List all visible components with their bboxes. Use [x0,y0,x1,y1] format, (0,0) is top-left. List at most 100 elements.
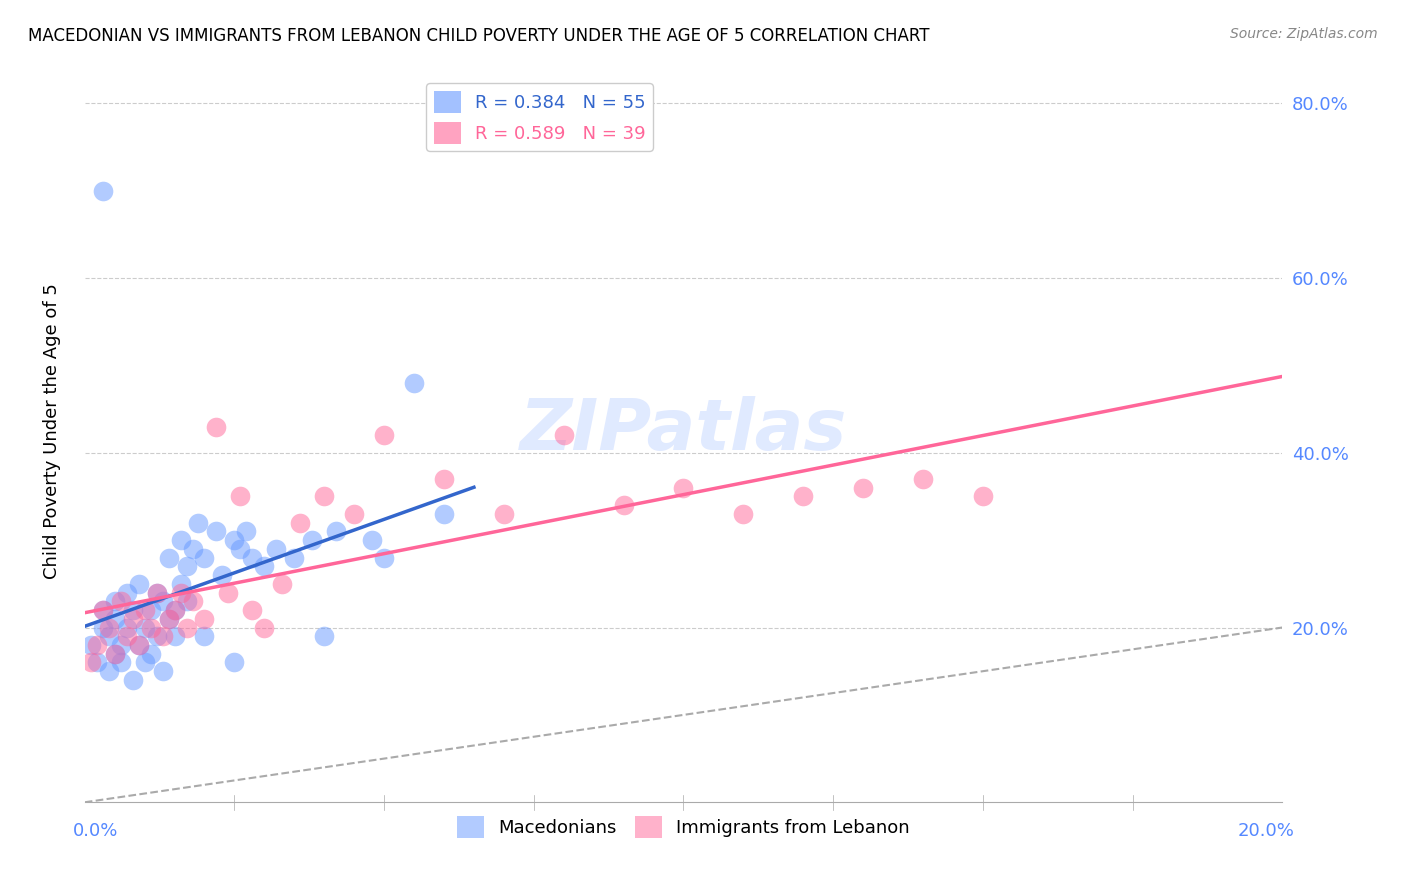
Point [314,629,336,643]
Point [157,612,180,626]
Point [181,541,204,556]
Point [152,629,174,643]
Text: ZIPatlas: ZIPatlas [520,396,848,466]
Point [224,533,246,548]
Point [91,621,114,635]
Point [242,603,264,617]
Point [169,533,191,548]
Point [128,638,150,652]
Point [911,472,934,486]
Point [134,603,156,617]
Point [115,629,138,643]
Point [121,673,143,687]
Point [283,550,305,565]
Point [229,490,252,504]
Point [115,585,138,599]
Point [145,585,167,599]
Point [314,490,336,504]
Point [266,541,288,556]
Point [205,419,228,434]
Point [193,629,215,643]
Point [492,507,515,521]
Point [176,621,198,635]
Text: 20.0%: 20.0% [1237,822,1294,839]
Point [373,550,395,565]
Point [271,577,294,591]
Point [235,524,257,539]
Point [169,585,191,599]
Point [290,516,312,530]
Point [110,594,132,608]
Point [97,621,120,635]
Point [672,481,695,495]
Point [104,612,127,626]
Point [402,376,425,390]
Point [613,498,636,512]
Point [128,577,150,591]
Point [181,594,204,608]
Point [433,507,456,521]
Point [193,550,215,565]
Point [373,428,395,442]
Point [104,647,127,661]
Point [301,533,323,548]
Point [343,507,366,521]
Text: Source: ZipAtlas.com: Source: ZipAtlas.com [1230,27,1378,41]
Point [80,656,103,670]
Point [152,594,174,608]
Point [110,638,132,652]
Point [145,629,167,643]
Point [139,647,162,661]
Point [229,541,252,556]
Point [733,507,755,521]
Point [121,603,143,617]
Point [110,656,132,670]
Point [104,594,127,608]
Point [792,490,814,504]
Point [163,629,186,643]
Point [193,612,215,626]
Point [134,656,156,670]
Point [242,550,264,565]
Point [163,603,186,617]
Point [205,524,228,539]
Point [139,603,162,617]
Point [145,585,167,599]
Point [91,184,114,198]
Point [553,428,575,442]
Text: MACEDONIAN VS IMMIGRANTS FROM LEBANON CHILD POVERTY UNDER THE AGE OF 5 CORRELATI: MACEDONIAN VS IMMIGRANTS FROM LEBANON CH… [28,27,929,45]
Point [104,647,127,661]
Point [211,568,233,582]
Point [157,550,180,565]
Point [253,621,276,635]
Point [86,656,108,670]
Point [91,603,114,617]
Point [134,621,156,635]
Point [97,629,120,643]
Point [169,577,191,591]
Point [86,638,108,652]
Point [152,664,174,678]
Point [325,524,347,539]
Point [176,559,198,574]
Point [224,656,246,670]
Point [187,516,209,530]
Point [91,603,114,617]
Text: 0.0%: 0.0% [73,822,118,839]
Point [115,621,138,635]
Point [163,603,186,617]
Point [128,638,150,652]
Point [852,481,875,495]
Point [253,559,276,574]
Point [97,664,120,678]
Legend: Macedonians, Immigrants from Lebanon: Macedonians, Immigrants from Lebanon [450,809,917,846]
Y-axis label: Child Poverty Under the Age of 5: Child Poverty Under the Age of 5 [44,283,60,579]
Point [157,612,180,626]
Point [217,585,239,599]
Point [433,472,456,486]
Point [176,594,198,608]
Point [139,621,162,635]
Point [361,533,384,548]
Point [121,612,143,626]
Point [972,490,994,504]
